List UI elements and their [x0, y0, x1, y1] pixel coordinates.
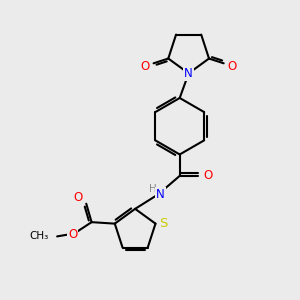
Text: O: O — [140, 60, 150, 73]
Text: CH₃: CH₃ — [30, 231, 49, 241]
Text: O: O — [68, 227, 77, 241]
Text: O: O — [203, 169, 212, 182]
Text: O: O — [73, 191, 83, 204]
Text: O: O — [227, 60, 237, 73]
Text: H: H — [149, 184, 157, 194]
Text: S: S — [159, 217, 167, 230]
Text: N: N — [184, 67, 193, 80]
Text: N: N — [156, 188, 165, 201]
